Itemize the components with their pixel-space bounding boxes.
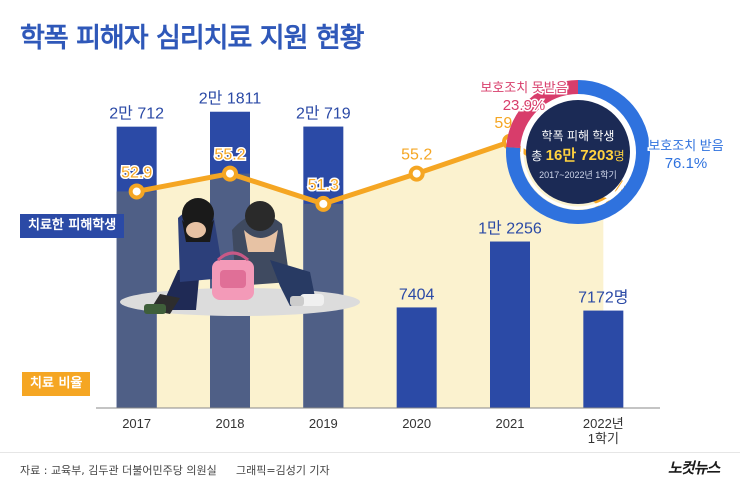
bar-value-label: 7172명 bbox=[578, 289, 628, 307]
bar-value-label: 7404 bbox=[399, 286, 435, 303]
x-tick-label: 2018 bbox=[216, 416, 245, 431]
graphic-credit: 그래픽=김성기 기자 bbox=[236, 464, 330, 477]
ratio-point bbox=[222, 165, 238, 182]
bar-value-label: 2만 719 bbox=[296, 105, 351, 123]
bar-value-label: 1만 2256 bbox=[478, 220, 542, 238]
line-legend-tag: 치료 비율 bbox=[22, 372, 91, 396]
x-tick-label: 2017 bbox=[122, 416, 151, 431]
bar-value-label: 2만 1811 bbox=[199, 90, 262, 108]
ratio-value-label: 55.2 bbox=[214, 147, 245, 164]
donut-category-label: 보호조치 못받음 bbox=[480, 80, 567, 95]
footer-divider bbox=[0, 452, 740, 453]
publisher-logo: 노컷뉴스 bbox=[668, 459, 720, 477]
donut-slice-1 bbox=[506, 80, 578, 148]
donut-center-total: 총 16만 7203명 bbox=[531, 147, 624, 164]
x-tick-label: 1학기 bbox=[588, 431, 619, 446]
donut-center-title: 학폭 피해 학생 bbox=[542, 129, 615, 143]
donut-value-label: 76.1% bbox=[665, 155, 708, 172]
ratio-point bbox=[315, 195, 332, 212]
x-tick-label: 2019 bbox=[309, 416, 338, 431]
ratio-point bbox=[408, 165, 425, 182]
x-tick-label: 2022년 bbox=[583, 416, 624, 431]
bar-2020 bbox=[396, 307, 437, 408]
bar-legend-tag: 치료한 피해학생 bbox=[20, 214, 125, 238]
students-illustration bbox=[120, 198, 360, 316]
donut-category-label: 보호조치 받음 bbox=[648, 138, 723, 153]
donut-center-ring bbox=[520, 94, 636, 210]
ratio-point bbox=[128, 183, 145, 200]
bar-2021 bbox=[490, 241, 530, 408]
donut-center bbox=[526, 100, 630, 204]
ratio-value-label: 51.3 bbox=[308, 177, 339, 194]
donut-center-period: 2017~2022년 1학기 bbox=[539, 170, 617, 180]
source-note: 자료 : 교육부, 김두관 더불어민주당 의원실 bbox=[20, 464, 217, 477]
ratio-value-label: 52.9 bbox=[121, 164, 152, 181]
page-title: 학폭 피해자 심리치료 지원 현황 bbox=[20, 23, 365, 54]
x-tick-label: 2021 bbox=[496, 416, 525, 431]
bar-value-label: 2만 712 bbox=[109, 105, 164, 123]
x-tick-label: 2020 bbox=[402, 416, 431, 431]
ratio-line bbox=[136, 139, 605, 208]
bar-2022년 1학기 bbox=[583, 310, 624, 408]
donut-value-label: 23.9% bbox=[503, 97, 546, 114]
ratio-value-label: 55.2 bbox=[401, 147, 432, 164]
